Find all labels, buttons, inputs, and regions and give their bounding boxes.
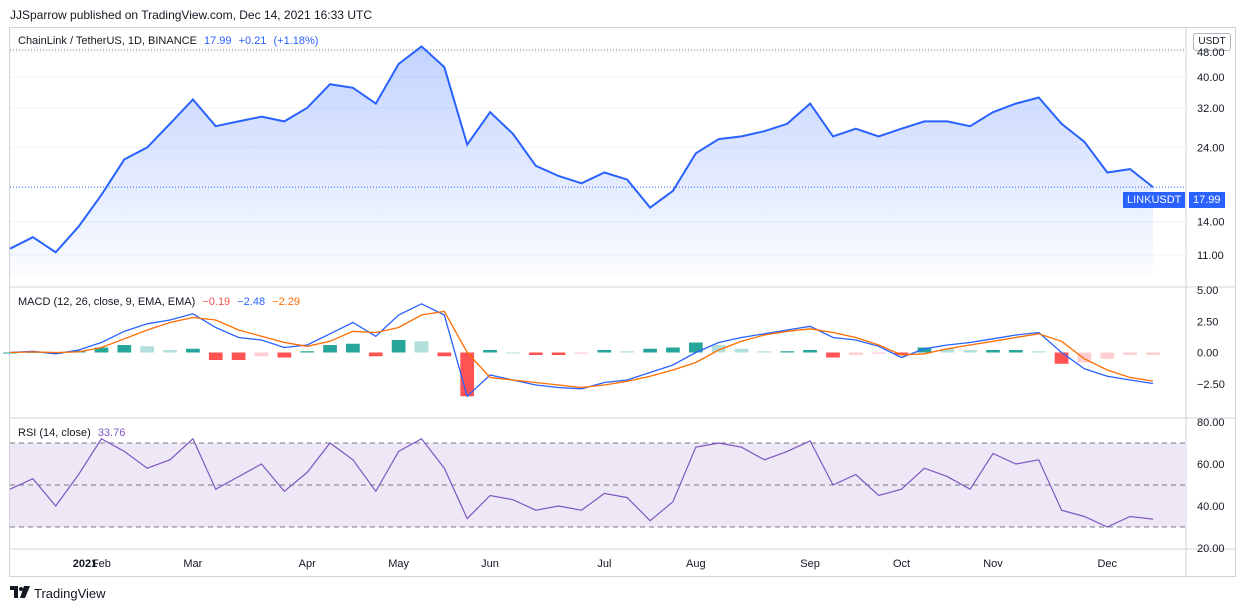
tradingview-logo-icon[interactable] [10, 586, 30, 601]
price-change-pct: (+1.18%) [273, 35, 319, 47]
symbol-tag: LINKUSDT [1123, 192, 1186, 208]
currency-badge[interactable]: USDT [1193, 33, 1231, 51]
macd-signal-value: −2.29 [272, 296, 300, 308]
publish-line: JJSparrow published on TradingView.com, … [10, 8, 372, 22]
last-price: 17.99 [204, 35, 232, 47]
rsi-legend: RSI (14, close) 33.76 [18, 427, 129, 439]
rsi-title[interactable]: RSI (14, close) [18, 427, 91, 439]
symbol-title[interactable]: ChainLink / TetherUS, 1D, BINANCE [18, 35, 197, 47]
macd-legend: MACD (12, 26, close, 9, EMA, EMA) −0.19 … [18, 296, 304, 308]
main-legend: ChainLink / TetherUS, 1D, BINANCE 17.99 … [18, 35, 322, 47]
chart-frame [9, 27, 1236, 577]
macd-line-value: −2.48 [237, 296, 266, 308]
rsi-value: 33.76 [97, 427, 126, 439]
macd-title[interactable]: MACD (12, 26, close, 9, EMA, EMA) [18, 296, 196, 308]
macd-hist-value: −0.19 [202, 296, 231, 308]
footer: TradingView [10, 586, 106, 601]
footer-brand[interactable]: TradingView [34, 586, 106, 601]
price-change: +0.21 [238, 35, 267, 47]
price-tag: 17.99 [1189, 192, 1225, 208]
